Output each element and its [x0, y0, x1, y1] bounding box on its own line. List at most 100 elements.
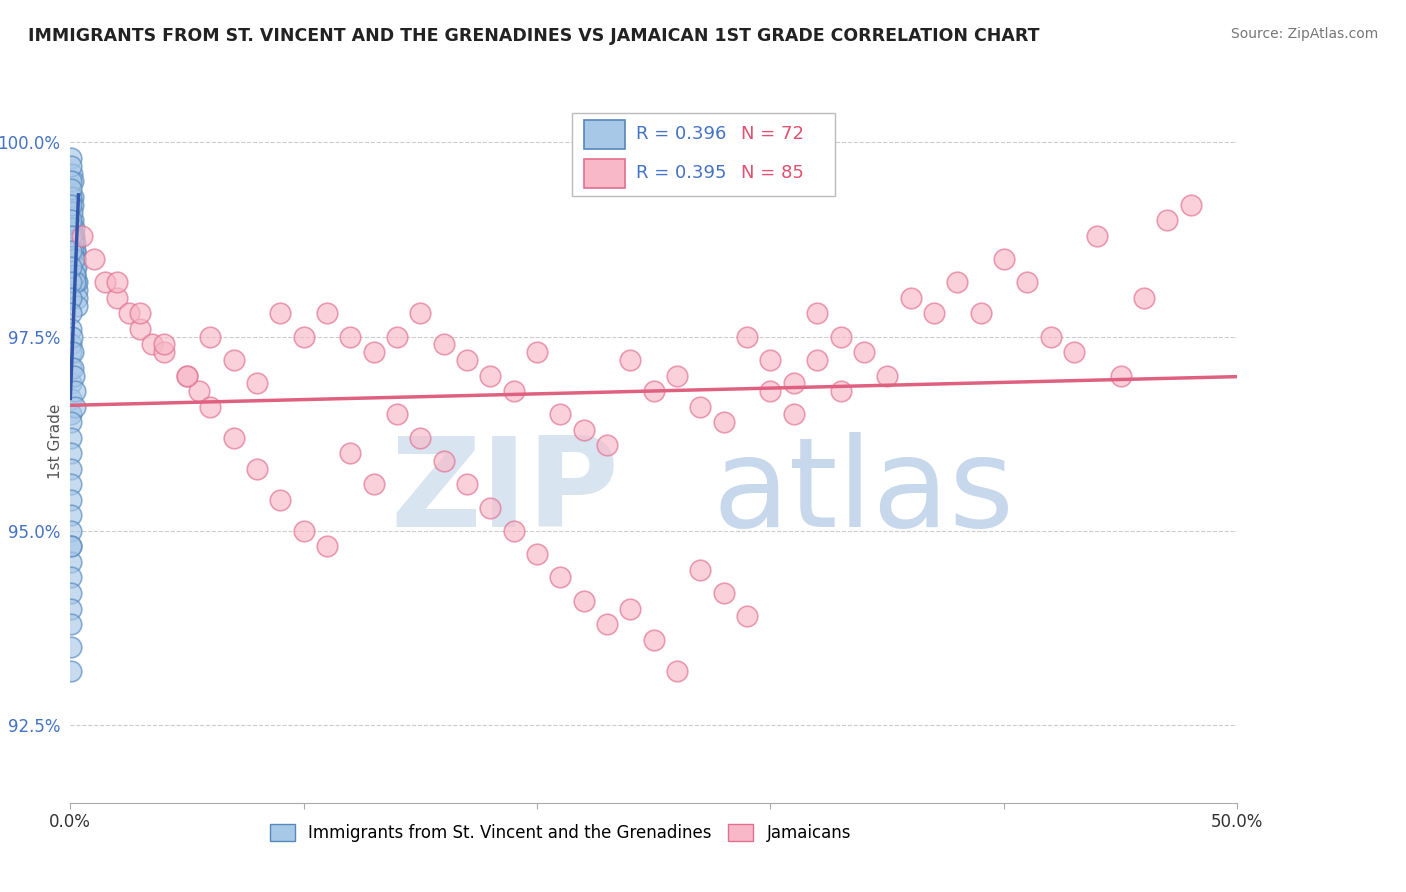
Point [1180, 197, 1202, 211]
Point [60, 197, 83, 211]
Point [60, 508, 83, 523]
Point [735, 609, 758, 624]
Point [60, 555, 83, 569]
Point [105, 275, 128, 289]
Point [62, 197, 84, 211]
Point [60, 306, 83, 320]
Point [246, 376, 269, 391]
Point [385, 329, 408, 343]
Point [200, 400, 222, 414]
Point [65, 268, 87, 282]
Point [105, 291, 128, 305]
Point [63, 268, 86, 282]
FancyBboxPatch shape [572, 112, 835, 196]
Point [830, 384, 852, 398]
Point [876, 368, 898, 383]
Point [643, 632, 665, 647]
Point [60, 570, 83, 584]
Point [713, 415, 735, 429]
Point [63, 244, 86, 259]
Point [596, 617, 619, 632]
Point [60, 376, 83, 391]
Point [63, 236, 86, 251]
Point [66, 283, 89, 297]
Point [63, 244, 86, 259]
Point [60, 477, 83, 491]
Point [619, 601, 641, 615]
Point [62, 213, 84, 227]
Point [200, 329, 222, 343]
Point [60, 540, 83, 554]
Point [1109, 368, 1132, 383]
Bar [583, 159, 624, 188]
Point [666, 664, 689, 678]
Point [62, 228, 84, 243]
Point [141, 337, 163, 351]
Point [316, 540, 339, 554]
Point [526, 547, 548, 561]
Point [619, 353, 641, 368]
Point [456, 353, 478, 368]
Point [713, 586, 735, 600]
Point [62, 345, 84, 359]
Bar [583, 120, 624, 149]
Point [246, 461, 269, 475]
Point [60, 244, 83, 259]
Point [689, 563, 711, 577]
Point [62, 174, 84, 188]
Point [292, 524, 315, 538]
Text: atlas: atlas [713, 432, 1014, 553]
Point [65, 252, 87, 266]
Point [83, 252, 105, 266]
Point [152, 345, 174, 359]
Point [60, 220, 83, 235]
Point [70, 228, 93, 243]
Point [66, 299, 89, 313]
Point [152, 337, 174, 351]
Point [385, 408, 408, 422]
Point [269, 492, 291, 507]
Point [409, 306, 432, 320]
Point [65, 275, 87, 289]
Point [759, 384, 782, 398]
Point [292, 329, 315, 343]
Point [66, 275, 89, 289]
Point [1017, 275, 1039, 289]
Point [806, 306, 828, 320]
Point [1085, 228, 1108, 243]
Point [60, 446, 83, 460]
Point [433, 454, 456, 468]
Point [830, 329, 852, 343]
Point [63, 384, 86, 398]
Point [526, 345, 548, 359]
Point [666, 368, 689, 383]
Point [60, 415, 83, 429]
Point [62, 220, 84, 235]
Point [176, 368, 198, 383]
Point [316, 306, 339, 320]
Point [118, 306, 141, 320]
Point [62, 360, 84, 375]
Point [643, 384, 665, 398]
Point [479, 500, 502, 515]
Point [60, 159, 83, 173]
Point [63, 260, 86, 274]
Point [60, 322, 83, 336]
Point [1133, 291, 1156, 305]
Point [60, 190, 83, 204]
Point [62, 252, 84, 266]
Point [176, 368, 198, 383]
Legend: Immigrants from St. Vincent and the Grenadines, Jamaicans: Immigrants from St. Vincent and the Gren… [263, 817, 858, 848]
Point [409, 431, 432, 445]
Point [63, 252, 86, 266]
Text: IMMIGRANTS FROM ST. VINCENT AND THE GRENADINES VS JAMAICAN 1ST GRADE CORRELATION: IMMIGRANTS FROM ST. VINCENT AND THE GREN… [28, 27, 1039, 45]
Text: N = 85: N = 85 [741, 164, 804, 183]
Point [62, 236, 84, 251]
Point [922, 306, 945, 320]
Point [269, 306, 291, 320]
Text: R = 0.396: R = 0.396 [637, 126, 727, 144]
Point [60, 640, 83, 655]
Point [502, 524, 524, 538]
Point [60, 617, 83, 632]
Point [62, 244, 84, 259]
